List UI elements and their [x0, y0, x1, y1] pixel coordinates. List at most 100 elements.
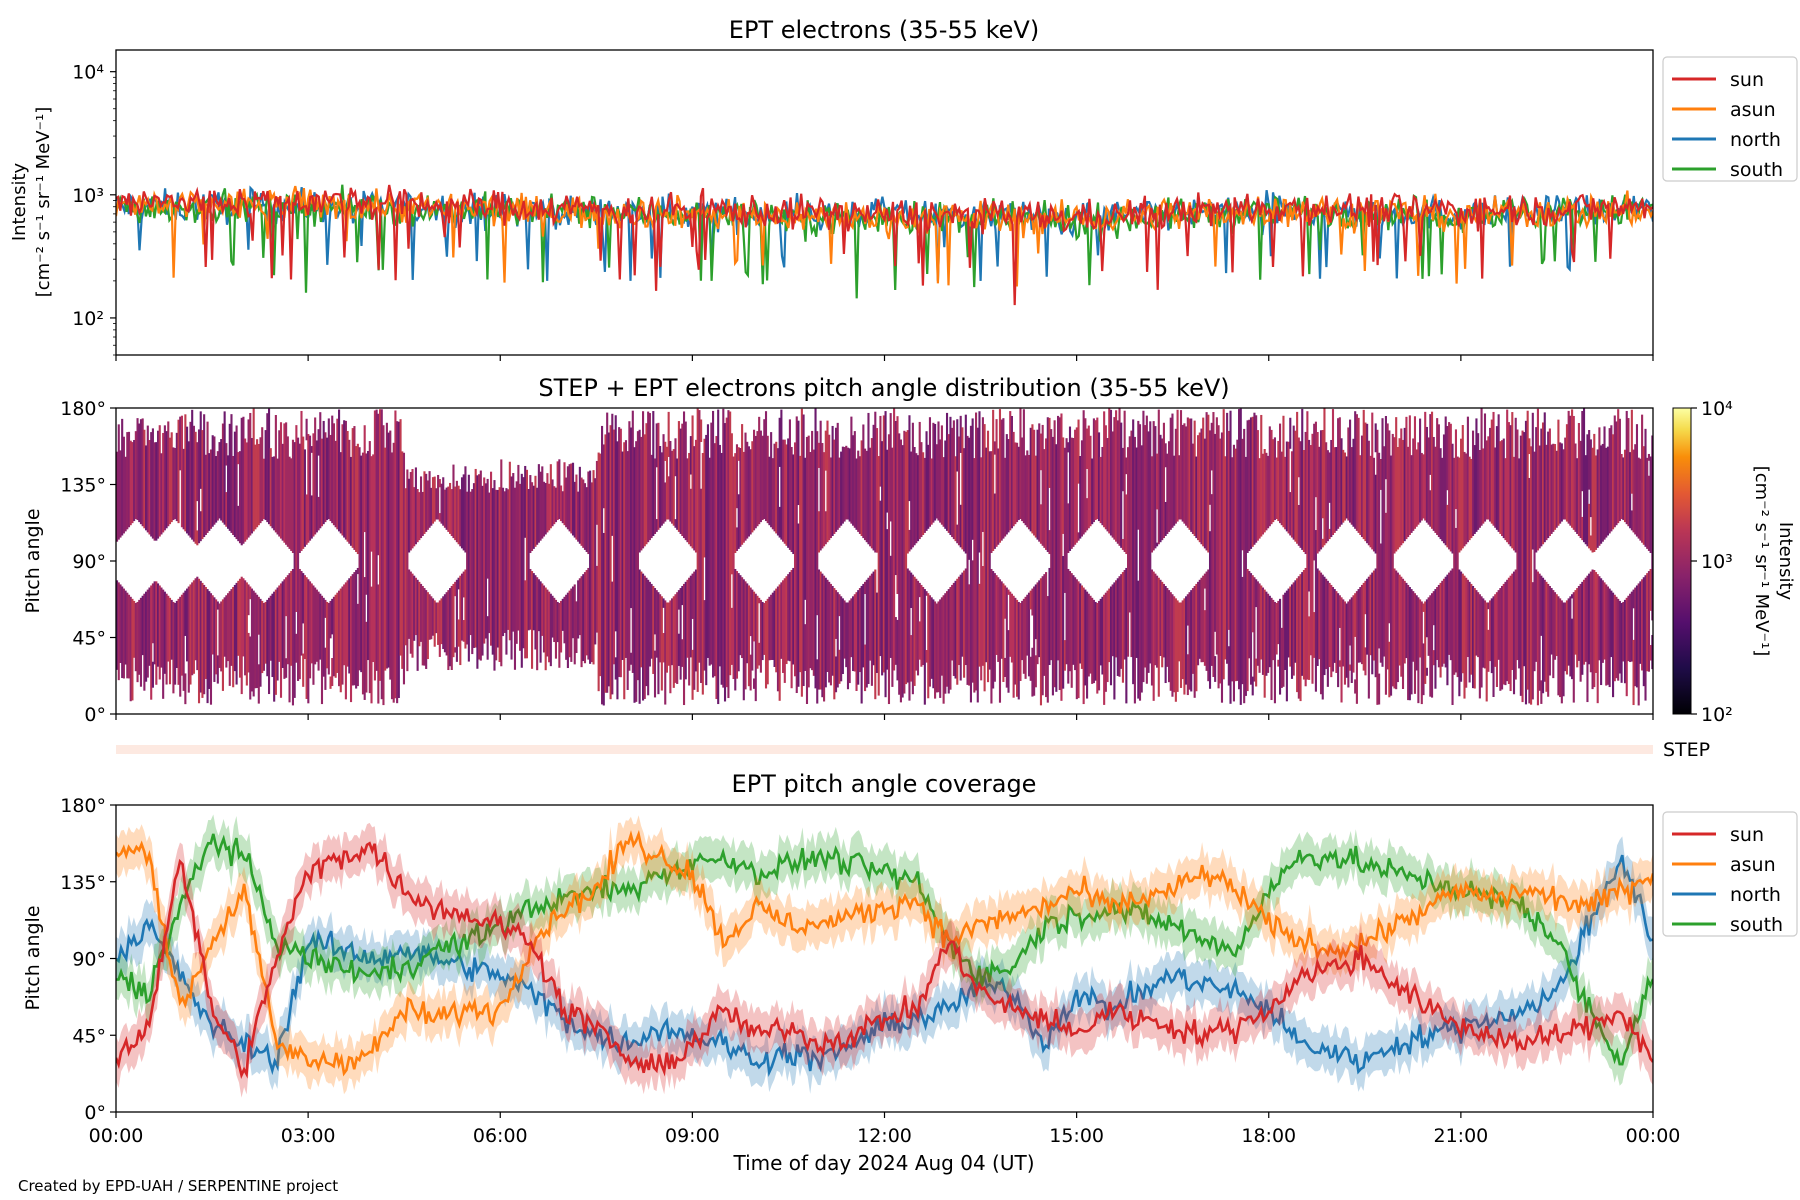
heatmap-cell — [1586, 434, 1589, 547]
heatmap-cell — [338, 409, 341, 532]
heatmap-cell — [968, 584, 971, 686]
heatmap-cell — [1497, 590, 1500, 660]
heatmap-cell — [1473, 588, 1476, 689]
heatmap-cell — [1103, 411, 1106, 528]
heatmap-cell — [1338, 595, 1341, 628]
x-tick-label: 00:00 — [89, 1125, 144, 1147]
heatmap-cell — [399, 419, 402, 656]
tick-label: 10² — [72, 308, 104, 330]
heatmap-cell — [1355, 414, 1358, 531]
heatmap-cell — [693, 571, 696, 690]
heatmap-cell — [706, 424, 709, 658]
heatmap-cell — [1333, 447, 1336, 533]
heatmap-cell — [1567, 410, 1570, 524]
heatmap-cell — [317, 496, 320, 531]
heatmap-cell — [221, 599, 224, 691]
heatmap-cell — [1637, 583, 1640, 706]
heatmap-cell — [338, 590, 341, 687]
heatmap-cell — [1197, 435, 1200, 541]
heatmap-cell — [1239, 408, 1242, 705]
heatmap-cell — [717, 409, 720, 705]
heatmap-cell — [1265, 452, 1268, 531]
heatmap-cell — [913, 447, 916, 546]
heatmap-cell — [1408, 587, 1411, 701]
heatmap-cell — [568, 590, 571, 658]
heatmap-cell — [915, 578, 918, 671]
heatmap-cell — [1492, 411, 1495, 526]
heatmap-cell — [1425, 426, 1428, 523]
heatmap-cell — [1309, 445, 1312, 656]
heatmap-cell — [619, 428, 622, 678]
heatmap-cell — [833, 439, 836, 534]
heatmap-cell — [1091, 597, 1094, 684]
heatmap-cell — [145, 591, 148, 682]
heatmap-cell — [495, 489, 498, 661]
heatmap-cell — [1574, 443, 1577, 532]
heatmap-cell — [896, 416, 899, 595]
heatmap-cell — [583, 483, 587, 550]
heatmap-cell — [997, 577, 1000, 662]
heatmap-cell — [1094, 420, 1097, 521]
heatmap-cell — [667, 476, 670, 520]
heatmap-cell — [225, 595, 228, 668]
heatmap-cell — [1489, 600, 1492, 662]
heatmap-cell — [160, 453, 163, 535]
heatmap-cell — [580, 477, 583, 546]
heatmap-cell — [901, 445, 904, 698]
heatmap-cell — [312, 585, 315, 685]
heatmap-cell — [1540, 680, 1543, 704]
heatmap-cell — [1045, 572, 1048, 698]
heatmap-cell — [1302, 450, 1306, 552]
heatmap-cell — [1518, 458, 1521, 669]
heatmap-cell — [1121, 447, 1124, 492]
heatmap-cell — [1487, 629, 1490, 672]
heatmap-cell — [1565, 600, 1569, 675]
heatmap-cell — [460, 477, 464, 549]
heatmap-cell — [766, 435, 769, 524]
heatmap-cell — [1504, 458, 1507, 541]
heatmap-cell — [763, 602, 766, 655]
heatmap-cell — [331, 598, 334, 635]
heatmap-cell — [998, 579, 1002, 703]
heatmap-cell — [457, 577, 460, 590]
heatmap-cell — [1313, 612, 1316, 658]
heatmap-cell — [409, 571, 412, 654]
heatmap-cell — [664, 600, 667, 705]
heatmap-cell — [1644, 428, 1647, 547]
heatmap-cell — [194, 431, 197, 544]
heatmap-cell — [638, 429, 641, 553]
heatmap-cell — [838, 649, 841, 684]
heatmap-cell — [571, 586, 575, 639]
heatmap-cell — [546, 473, 549, 533]
x-tick-label: 00:00 — [1626, 1125, 1681, 1147]
heatmap-cell — [1258, 583, 1261, 673]
heatmap-cell — [484, 483, 487, 639]
heatmap-cell — [298, 568, 301, 680]
heatmap-cell — [1419, 599, 1422, 658]
heatmap-cell — [1553, 592, 1557, 660]
heatmap-cell — [870, 573, 873, 686]
heatmap-cell — [1384, 415, 1387, 480]
heatmap-cell — [573, 481, 576, 538]
heatmap-cell — [367, 450, 370, 661]
heatmap-cell — [1272, 439, 1275, 523]
heatmap-cell — [1350, 597, 1353, 683]
heatmap-cell — [997, 448, 1000, 545]
heatmap-cell — [233, 431, 236, 538]
heatmap-cell — [833, 588, 836, 700]
heatmap-cell — [1577, 423, 1580, 537]
heatmap-cell — [841, 598, 844, 675]
heatmap-cell — [1127, 447, 1130, 657]
heatmap-cell — [1009, 411, 1012, 531]
heatmap-cell — [558, 602, 561, 668]
heatmap-cell — [440, 598, 443, 645]
heatmap-cell — [1608, 588, 1611, 688]
heatmap-cell — [1342, 599, 1345, 667]
panel1-ylabel-line2: [cm⁻² s⁻¹ sr⁻¹ MeV⁻¹] — [33, 107, 54, 298]
heatmap-cell — [780, 409, 783, 540]
heatmap-cell — [262, 602, 265, 671]
heatmap-cell — [1050, 429, 1053, 661]
heatmap-cell — [308, 435, 312, 541]
heatmap-cell — [286, 575, 289, 665]
heatmap-cell — [662, 434, 665, 524]
